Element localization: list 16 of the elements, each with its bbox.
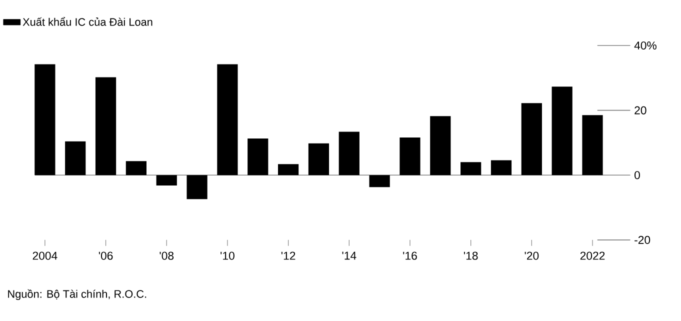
- y-tick-label: -20: [634, 236, 650, 244]
- y-tick-label: 20: [634, 106, 646, 115]
- x-tick-label: '12: [281, 252, 296, 260]
- y-tick-label: 40%: [634, 42, 656, 50]
- x-tick-label: 2022: [580, 252, 605, 260]
- x-tick-label: '10: [220, 252, 234, 260]
- x-tick-label: '06: [98, 252, 113, 260]
- x-tick-label: '18: [464, 252, 478, 260]
- text: Nguồn: Bộ Tài chính, R.O.C.: [8, 290, 146, 300]
- x-tick-label: '20: [524, 252, 539, 260]
- x-tick-label: '08: [160, 252, 174, 260]
- x-tick-label: '16: [403, 252, 417, 260]
- x-tick-label: '14: [342, 252, 356, 260]
- y-tick-label: 0: [634, 171, 640, 180]
- legend-label: Xuất khẩu IC của Đài Loan: [22, 17, 152, 26]
- x-tick-label: 2004: [32, 252, 58, 260]
